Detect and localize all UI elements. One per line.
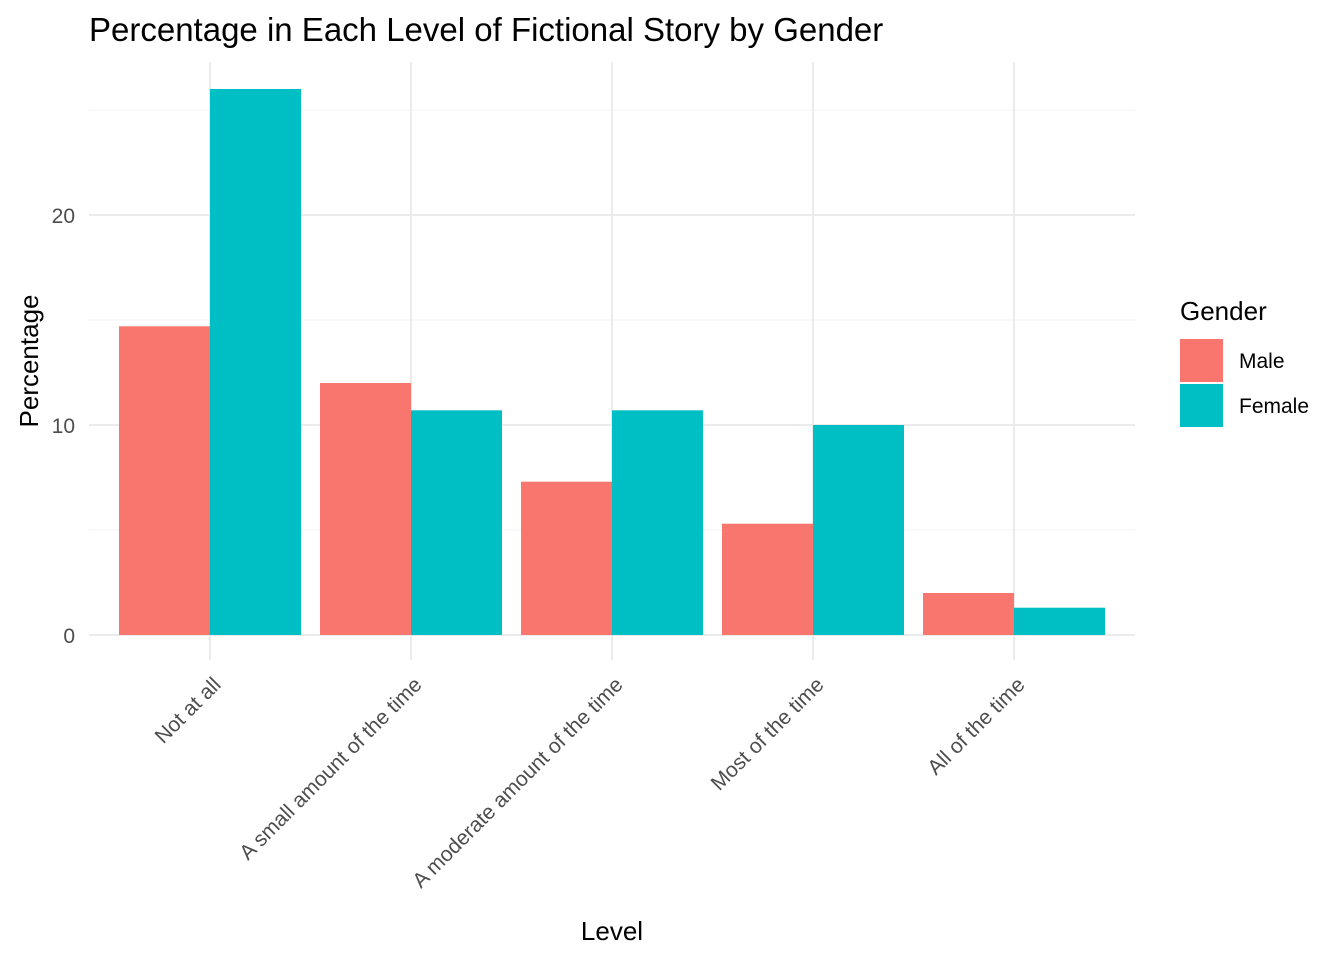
legend-title: Gender	[1180, 296, 1267, 326]
bar-female	[612, 410, 703, 635]
x-axis-title: Level	[581, 916, 643, 946]
y-tick-label: 10	[52, 415, 75, 438]
x-tick-label: Most of the time	[707, 673, 829, 795]
x-tick-label: A small amount of the time	[235, 673, 426, 864]
bar-male	[722, 523, 813, 635]
legend-key-female	[1180, 384, 1223, 427]
bars	[119, 89, 1105, 635]
bar-male	[521, 481, 612, 635]
legend-label: Female	[1239, 395, 1309, 418]
legend: Gender Male Female	[1180, 296, 1309, 427]
bar-female	[210, 89, 301, 635]
bar-male	[320, 383, 411, 635]
bar-female	[411, 410, 502, 635]
x-tick-label: All of the time	[923, 673, 1029, 779]
y-tick-label: 0	[63, 625, 75, 648]
x-tick-label: A moderate amount of the time	[408, 673, 627, 892]
bar-female	[813, 425, 904, 635]
chart-title: Percentage in Each Level of Fictional St…	[89, 11, 883, 48]
x-tick-label: Not at all	[151, 673, 226, 748]
legend-label: Male	[1239, 350, 1285, 373]
y-tick-label: 20	[52, 205, 75, 228]
y-axis-title: Percentage	[14, 295, 44, 428]
bar-male	[119, 326, 210, 635]
y-axis-ticks: 0 10 20	[52, 205, 75, 648]
bar-male	[923, 593, 1014, 635]
bar-female	[1014, 607, 1105, 635]
legend-key-male	[1180, 339, 1223, 382]
